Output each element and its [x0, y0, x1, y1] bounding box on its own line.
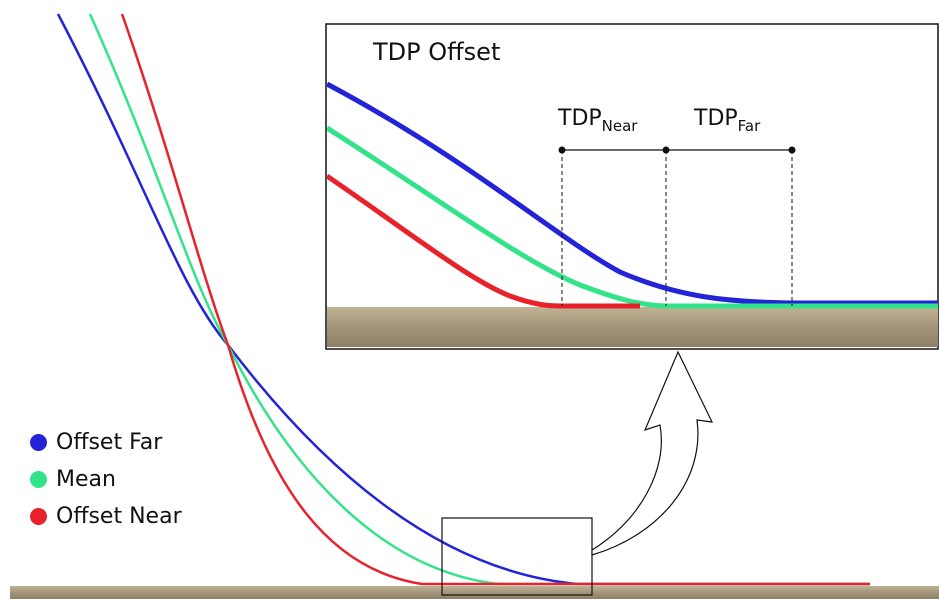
- legend-label-offset-far: Offset Far: [56, 430, 163, 455]
- tdp-near-label: TDPNear: [558, 106, 638, 135]
- inset-offset-far-line: [327, 81, 938, 306]
- legend-item-mean: Mean: [30, 461, 182, 498]
- seabed: [10, 586, 939, 599]
- legend-swatch-offset-far: [30, 434, 47, 451]
- legend-label-offset-near: Offset Near: [56, 504, 182, 529]
- zoom-region-box: [441, 517, 593, 596]
- offset-far-line: [56, 13, 870, 586]
- tdp-far-marker: [788, 146, 796, 154]
- inset-mean-line: [327, 125, 938, 309]
- inset-offset-near-line: [327, 173, 640, 309]
- inset-panel: [325, 23, 939, 350]
- legend: Offset Far Mean Offset Near: [30, 424, 182, 535]
- tdp-far-label: TDPFar: [694, 106, 761, 135]
- legend-swatch-offset-near: [30, 508, 47, 525]
- tdp-near-marker: [558, 146, 566, 154]
- inset-title: TDP Offset: [373, 38, 501, 66]
- legend-label-mean: Mean: [56, 467, 116, 492]
- callout-arrow-icon: [591, 350, 714, 556]
- offset-near-line: [120, 13, 870, 586]
- inset-seabed: [327, 307, 938, 347]
- legend-item-offset-near: Offset Near: [30, 498, 182, 535]
- legend-item-offset-far: Offset Far: [30, 424, 182, 461]
- tdp-mean-marker: [662, 146, 670, 154]
- legend-swatch-mean: [30, 471, 47, 488]
